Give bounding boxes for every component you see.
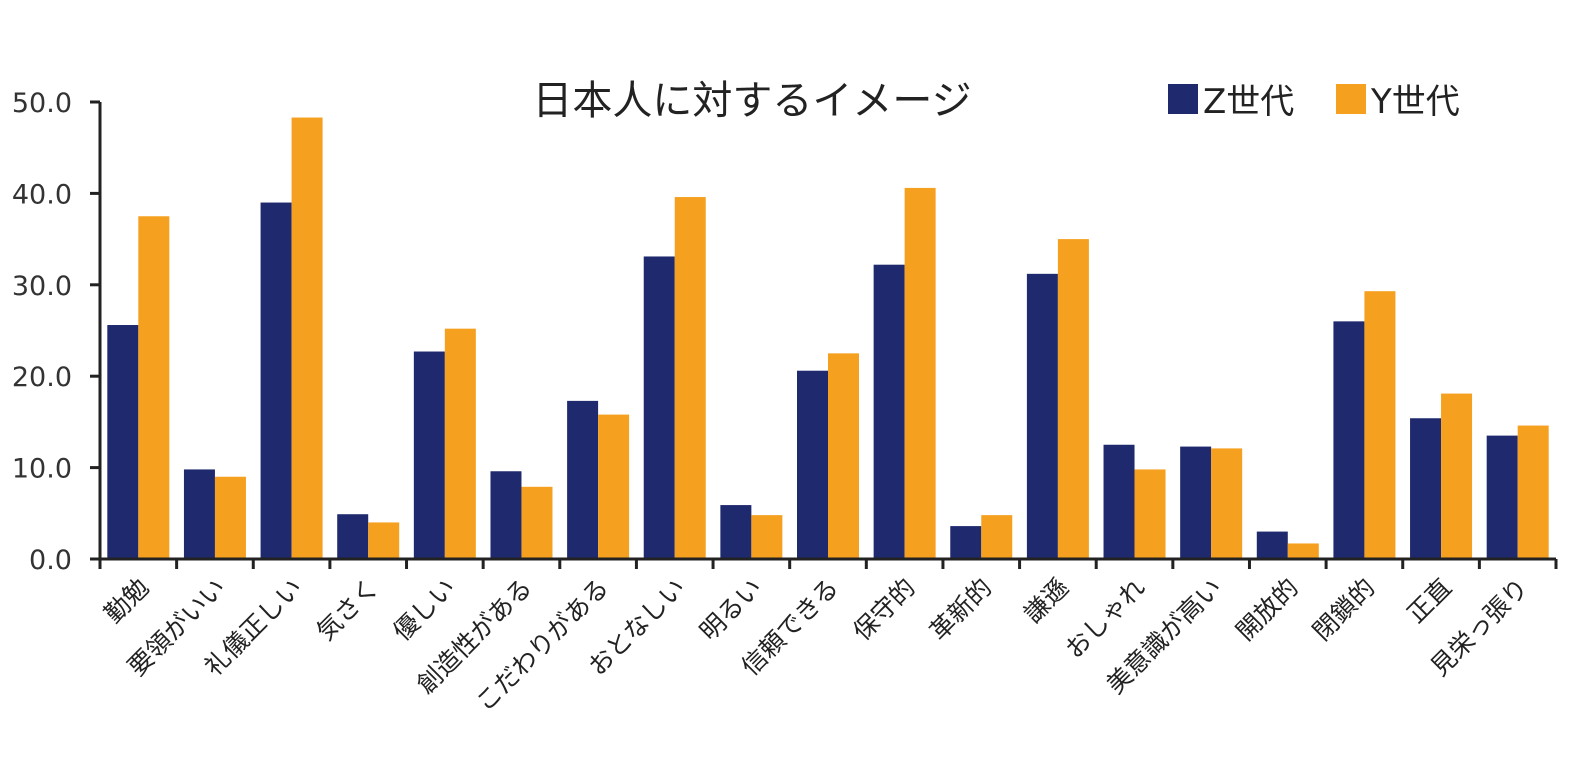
legend-swatch-y — [1336, 84, 1366, 114]
bar-y-18 — [1517, 425, 1549, 559]
category-label: こだわりがある — [470, 573, 614, 717]
category-label: 開放的 — [1230, 573, 1304, 647]
bar-y-14 — [1211, 448, 1243, 559]
bar-z-16 — [1333, 321, 1365, 559]
y-tick-label: 50.0 — [12, 88, 72, 119]
legend-label-y: Y世代 — [1370, 82, 1460, 122]
category-label: 気さく — [311, 573, 385, 647]
legend: Z世代 Y世代 — [1168, 82, 1460, 122]
bar-y-5 — [521, 486, 553, 559]
bar-z-13 — [1103, 444, 1135, 559]
bar-z-4 — [413, 351, 445, 559]
category-label: 謙遜 — [1018, 573, 1074, 629]
bar-z-18 — [1486, 435, 1518, 559]
bars — [107, 117, 1549, 560]
category-label: 革新的 — [924, 573, 998, 647]
bar-y-16 — [1364, 291, 1396, 559]
bar-z-17 — [1410, 418, 1442, 559]
bar-z-9 — [797, 370, 828, 559]
bar-y-12 — [1057, 239, 1089, 559]
x-axis-ticks — [98, 559, 1558, 569]
y-tick-label: 20.0 — [12, 362, 72, 393]
bar-y-17 — [1441, 393, 1473, 559]
bar-y-4 — [444, 328, 476, 559]
bar-z-14 — [1180, 446, 1212, 559]
bar-z-2 — [260, 202, 292, 560]
bar-y-8 — [751, 515, 783, 559]
y-axis-ticks: 0.0 10.0 20.0 30.0 40.0 50.0 — [12, 88, 100, 576]
category-label: 閉鎖的 — [1307, 573, 1381, 647]
bar-y-6 — [598, 414, 630, 559]
bar-y-15 — [1287, 543, 1319, 559]
legend-swatch-z — [1168, 84, 1198, 114]
legend-label-z: Z世代 — [1203, 82, 1294, 122]
bar-z-10 — [873, 264, 905, 559]
bar-y-3 — [368, 522, 400, 559]
bar-y-11 — [981, 515, 1013, 559]
y-tick-label: 10.0 — [12, 454, 72, 485]
category-label: 勤勉 — [99, 573, 155, 629]
bar-z-5 — [490, 471, 522, 559]
bar-y-9 — [828, 353, 859, 559]
y-tick-label: 0.0 — [29, 545, 72, 576]
bar-z-7 — [643, 256, 675, 559]
bar-y-13 — [1134, 469, 1166, 559]
bar-z-1 — [183, 469, 215, 559]
bar-y-2 — [291, 117, 323, 560]
category-label: 保守的 — [847, 573, 921, 647]
y-tick-label: 30.0 — [12, 271, 72, 302]
chart-title: 日本人に対するイメージ — [532, 78, 971, 124]
bar-y-7 — [674, 197, 706, 559]
bar-y-0 — [138, 216, 170, 559]
category-label: 明るい — [694, 573, 768, 647]
bar-z-6 — [567, 400, 599, 559]
category-label: 優しい — [388, 573, 462, 647]
bar-z-0 — [107, 325, 139, 559]
category-label: 正直 — [1401, 573, 1457, 629]
bar-z-8 — [720, 505, 752, 559]
bar-y-1 — [214, 476, 246, 559]
bar-z-3 — [337, 514, 369, 559]
bar-z-11 — [950, 526, 982, 559]
bar-z-15 — [1256, 531, 1288, 559]
bar-z-12 — [1026, 273, 1058, 559]
bar-y-10 — [904, 187, 936, 559]
y-tick-label: 40.0 — [12, 179, 72, 210]
